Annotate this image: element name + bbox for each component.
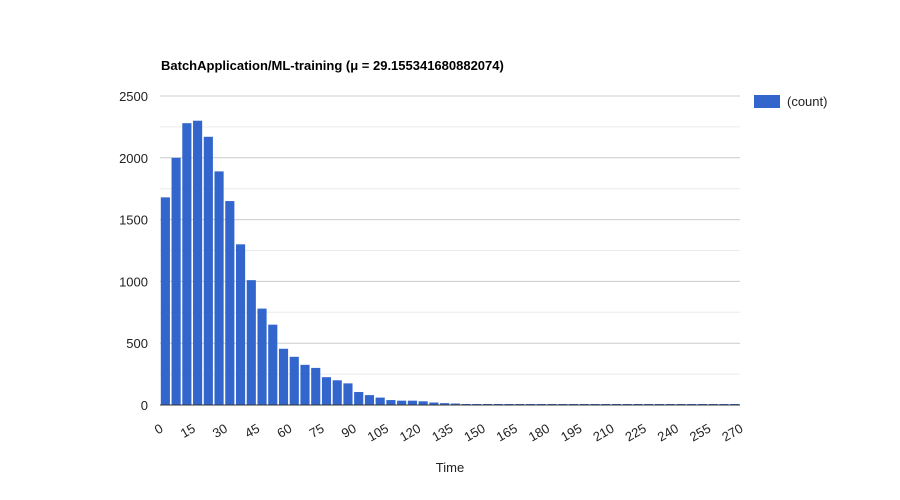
- bar: [225, 201, 235, 405]
- bar: [171, 157, 181, 405]
- bar: [246, 280, 256, 405]
- x-tick-label: 135: [429, 421, 455, 445]
- x-tick-label: 150: [461, 421, 487, 445]
- x-tick-label: 60: [274, 421, 294, 441]
- legend-swatch: [754, 95, 780, 108]
- bar: [450, 403, 460, 405]
- bar: [235, 244, 246, 405]
- bar: [289, 356, 299, 405]
- x-tick-label: 90: [339, 421, 359, 441]
- bar: [397, 400, 407, 405]
- bar: [214, 171, 224, 405]
- bar: [407, 400, 417, 405]
- x-tick-label: 210: [590, 421, 616, 445]
- x-tick-label: 255: [687, 421, 713, 445]
- bar: [160, 197, 170, 405]
- bar: [386, 400, 396, 405]
- bar: [257, 308, 267, 405]
- legend-label: (count): [787, 94, 827, 109]
- y-tick-label: 1000: [119, 274, 148, 289]
- bar: [182, 123, 192, 405]
- x-tick-label: 0: [152, 421, 166, 438]
- grid: [160, 95, 740, 375]
- bar: [332, 380, 342, 405]
- x-tick-label: 15: [178, 421, 198, 441]
- bar: [418, 401, 428, 405]
- x-tick-label: 180: [526, 421, 552, 445]
- chart-title: BatchApplication/ML-training (μ = 29.155…: [161, 58, 504, 73]
- x-tick-label: 75: [307, 421, 327, 441]
- y-tick-label: 2000: [119, 151, 148, 166]
- x-tick-label: 240: [655, 421, 681, 445]
- bar: [354, 392, 364, 405]
- x-tick-label: 45: [242, 421, 262, 441]
- legend: (count): [754, 94, 827, 109]
- y-tick-label: 0: [141, 398, 148, 413]
- x-tick-label: 270: [719, 421, 745, 445]
- bar: [300, 364, 310, 405]
- bar: [364, 395, 375, 405]
- bar: [193, 120, 203, 405]
- x-axis-ticks: 0 15 30 45 60 75 90 105 120 135 150 165 180 195 210 225…: [152, 421, 746, 445]
- bar: [375, 397, 385, 405]
- y-tick-label: 500: [126, 336, 148, 351]
- bar: [278, 348, 289, 405]
- x-tick-label: 195: [558, 421, 584, 445]
- bars: [160, 120, 740, 405]
- bar: [440, 403, 450, 405]
- bar: [203, 136, 213, 405]
- x-tick-label: 225: [623, 421, 649, 445]
- bar: [429, 402, 439, 405]
- x-tick-label: 120: [397, 421, 423, 445]
- bar: [321, 377, 332, 405]
- y-tick-label: 2500: [119, 89, 148, 104]
- x-axis-label: Time: [436, 460, 464, 475]
- bar: [268, 324, 278, 405]
- y-axis-ticks: 0 500 1000 1500 2000 2500: [119, 89, 148, 413]
- bar: [343, 383, 353, 405]
- y-tick-label: 1500: [119, 213, 148, 228]
- x-tick-label: 105: [365, 421, 391, 445]
- x-tick-label: 165: [494, 421, 520, 445]
- x-tick-label: 30: [210, 421, 230, 441]
- bar: [311, 367, 321, 405]
